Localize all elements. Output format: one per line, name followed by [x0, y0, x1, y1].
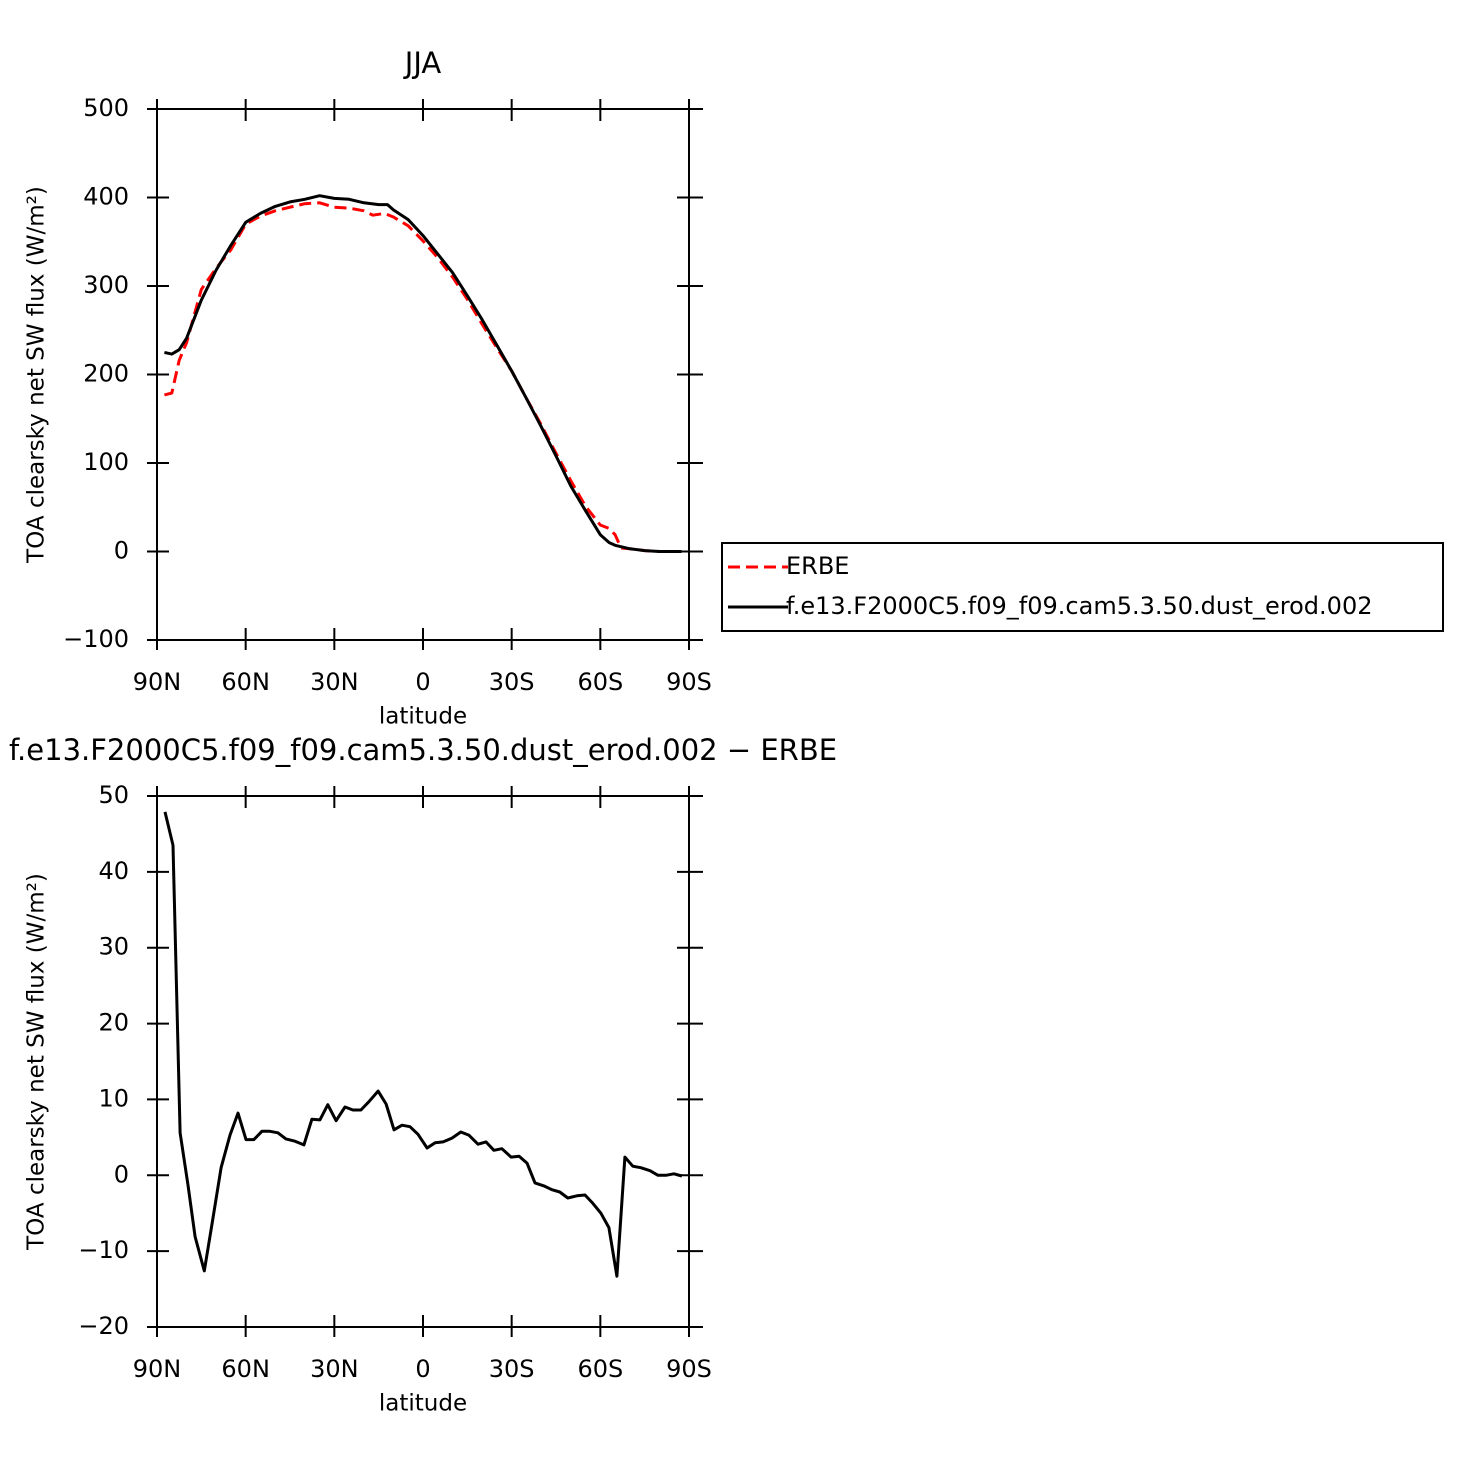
- y-tick-label: 50: [98, 781, 129, 809]
- x-tick-label: 30N: [310, 1355, 359, 1383]
- legend-box: [721, 542, 1444, 632]
- y-tick-label: 20: [98, 1009, 129, 1037]
- x-tick-label: 30S: [489, 668, 535, 696]
- y-tick-label: 500: [83, 94, 129, 122]
- y-tick-label: 10: [98, 1084, 129, 1112]
- y-tick-label: 100: [83, 448, 129, 476]
- y-tick-label: 200: [83, 360, 129, 388]
- x-tick-label: 60S: [577, 668, 623, 696]
- plot-frame: [156, 108, 690, 641]
- y-tick-label: 0: [114, 537, 129, 565]
- x-tick-label: 60S: [577, 1355, 623, 1383]
- chart-title: JJA: [403, 46, 442, 80]
- x-tick-label: 90S: [666, 1355, 712, 1383]
- data-line: [164, 201, 682, 553]
- y-tick-label: −20: [78, 1312, 129, 1340]
- y-tick-label: −10: [78, 1236, 129, 1264]
- legend-label: f.e13.F2000C5.f09_f09.cam5.3.50.dust_ero…: [786, 592, 1372, 620]
- x-tick-label: 0: [415, 1355, 430, 1383]
- data-line: [164, 194, 682, 553]
- x-axis-label: latitude: [379, 1391, 467, 1417]
- y-tick-label: 400: [83, 183, 129, 211]
- y-tick-label: 40: [98, 857, 129, 885]
- y-axis-label: TOA clearsky net SW flux (W/m²): [24, 873, 50, 1251]
- x-tick-label: 60N: [221, 1355, 270, 1383]
- plot-frame: [156, 795, 690, 1328]
- legend-label: ERBE: [786, 552, 849, 580]
- x-tick-label: 0: [415, 668, 430, 696]
- chart-title: f.e13.F2000C5.f09_f09.cam5.3.50.dust_ero…: [9, 733, 837, 767]
- x-tick-label: 90N: [133, 1355, 182, 1383]
- y-axis-label: TOA clearsky net SW flux (W/m²): [24, 186, 50, 564]
- y-tick-label: −100: [63, 625, 129, 653]
- y-tick-label: 300: [83, 271, 129, 299]
- y-tick-label: 0: [114, 1160, 129, 1188]
- x-tick-label: 30N: [310, 668, 359, 696]
- x-axis-label: latitude: [379, 704, 467, 730]
- x-tick-label: 30S: [489, 1355, 535, 1383]
- x-tick-label: 90N: [133, 668, 182, 696]
- x-tick-label: 60N: [221, 668, 270, 696]
- y-tick-label: 30: [98, 933, 129, 961]
- x-tick-label: 90S: [666, 668, 712, 696]
- data-line: [163, 811, 683, 1278]
